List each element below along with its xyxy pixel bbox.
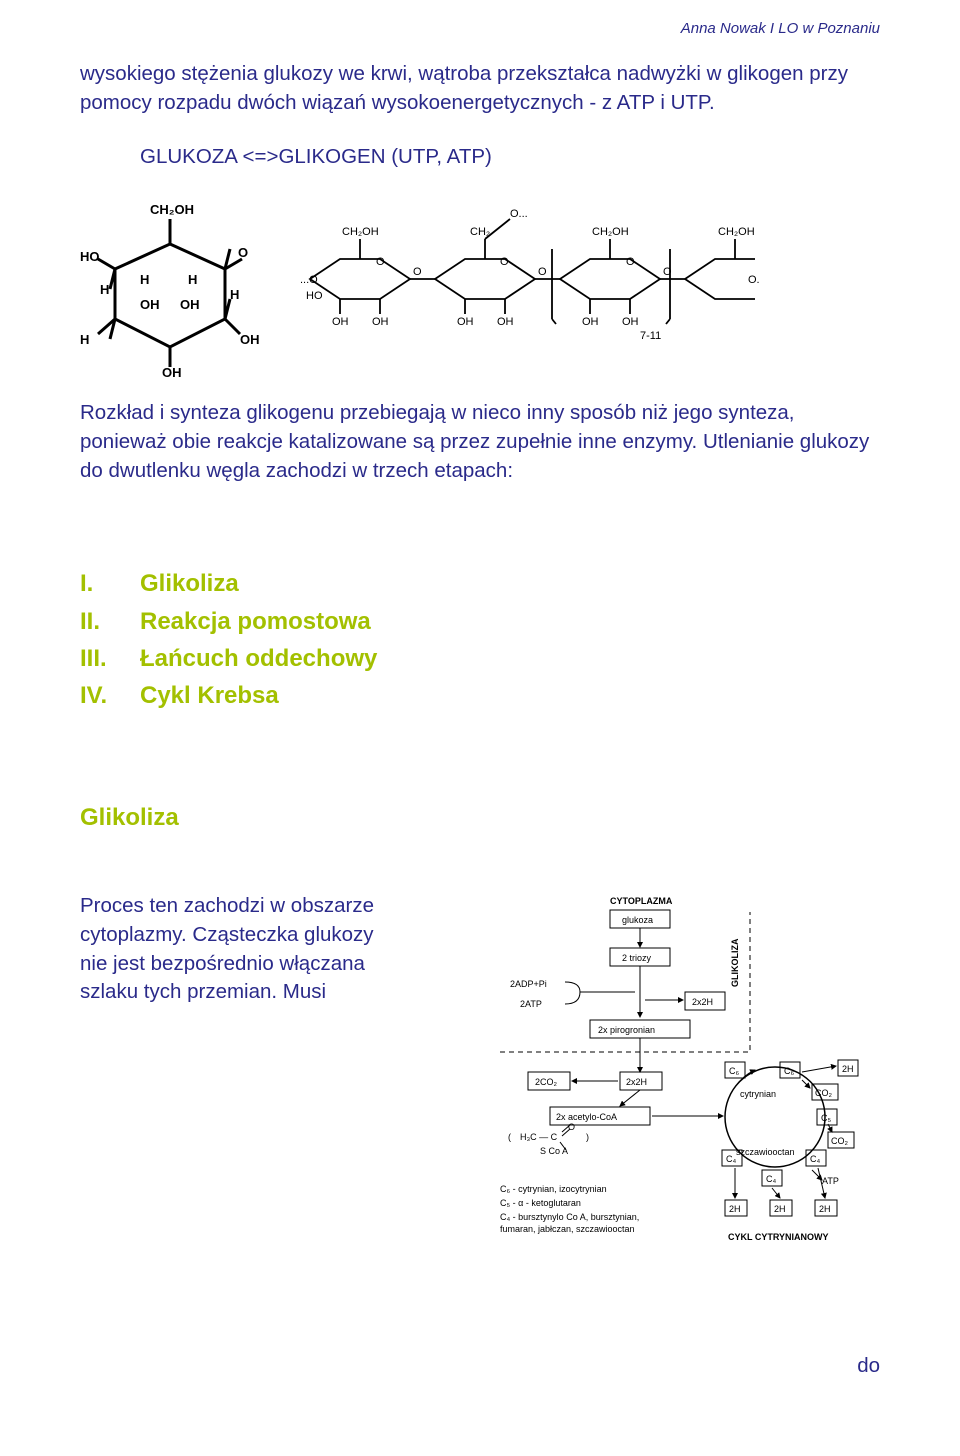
label-h: H: [140, 272, 149, 287]
svg-text:): ): [586, 1132, 589, 1142]
svg-text:2ATP: 2ATP: [520, 999, 542, 1009]
metabolism-diagram: CYTOPLAZMA glukoza 2 triozy 2ADP+Pi 2ATP…: [480, 892, 880, 1257]
svg-text:2H: 2H: [819, 1204, 831, 1214]
svg-text:OH: OH: [497, 316, 514, 328]
svg-text:CH₂OH: CH₂OH: [592, 226, 629, 238]
p3-line: szlaku tych przemian. Musi: [80, 980, 326, 1003]
label-h: H: [80, 332, 89, 347]
trailing-word-do: do: [857, 1354, 880, 1378]
svg-text:CH₂OH: CH₂OH: [718, 226, 755, 238]
bottom-row: Proces ten zachodzi w obszarze cytoplazm…: [80, 892, 880, 1257]
svg-text:fumaran, jabłczan, szczawiooct: fumaran, jabłczan, szczawiooctan: [500, 1224, 635, 1234]
stage-number: IV.: [80, 677, 120, 714]
label-oh: OH: [180, 297, 200, 312]
svg-text:OH: OH: [332, 316, 349, 328]
svg-text:C₄ - bursztynylo Co A, burszty: C₄ - bursztynylo Co A, bursztynian,: [500, 1212, 639, 1222]
stage-number: II.: [80, 603, 120, 640]
svg-text:CYTOPLAZMA: CYTOPLAZMA: [610, 896, 673, 906]
label-h: H: [230, 287, 239, 302]
svg-text:2H: 2H: [729, 1204, 741, 1214]
svg-text:2ADP+Pi: 2ADP+Pi: [510, 979, 547, 989]
reaction-equation: GLUKOZA <=>GLIKOGEN (UTP, ATP): [140, 145, 880, 169]
svg-text:O: O: [376, 256, 385, 268]
svg-text:O...: O...: [510, 208, 528, 220]
svg-text:C₆ - cytrynian, izocytrynian: C₆ - cytrynian, izocytrynian: [500, 1184, 607, 1194]
stage-item: II. Reakcja pomostowa: [80, 603, 880, 640]
svg-text:2x2H: 2x2H: [626, 1077, 647, 1087]
svg-text:C₅: C₅: [821, 1113, 831, 1123]
svg-text:...O: ...O: [300, 274, 318, 286]
svg-text:C₄: C₄: [766, 1174, 776, 1184]
svg-text:OH: OH: [622, 316, 639, 328]
svg-text:O: O: [500, 256, 509, 268]
svg-text:C₆: C₆: [784, 1066, 794, 1076]
svg-text:2 triozy: 2 triozy: [622, 953, 652, 963]
svg-text:(: (: [508, 1132, 511, 1142]
svg-text:7-11: 7-11: [640, 330, 661, 342]
stage-label: Reakcja pomostowa: [140, 603, 371, 640]
svg-text:O: O: [568, 1122, 575, 1132]
stage-item: IV. Cykl Krebsa: [80, 677, 880, 714]
stage-number: III.: [80, 640, 120, 677]
svg-text:HO: HO: [306, 290, 323, 302]
p3-line: Proces ten zachodzi w obszarze: [80, 894, 374, 917]
label-o: O: [238, 245, 248, 260]
svg-text:CO₂: CO₂: [831, 1136, 849, 1146]
svg-text:CH₂: CH₂: [470, 226, 490, 238]
label-ho: HO: [80, 249, 100, 264]
svg-text:C₅ - α - ketoglutaran: C₅ - α - ketoglutaran: [500, 1198, 581, 1208]
svg-text:ATP: ATP: [822, 1176, 839, 1186]
svg-text:GLIKOLIZA: GLIKOLIZA: [730, 938, 740, 987]
chemical-structures-row: CH₂OH HO O H H OH H OH OH OH H H: [80, 199, 880, 379]
stage-item: III. Łańcuch oddechowy: [80, 640, 880, 677]
stage-item: I. Glikoliza: [80, 565, 880, 602]
svg-text:O: O: [663, 266, 672, 278]
svg-text:2H: 2H: [842, 1064, 854, 1074]
stage-label: Cykl Krebsa: [140, 677, 279, 714]
svg-text:OH: OH: [582, 316, 599, 328]
stages-list: I. Glikoliza II. Reakcja pomostowa III. …: [80, 565, 880, 714]
stage-label: Łańcuch oddechowy: [140, 640, 377, 677]
glycogen-structure-icon: CH₂OH CH₂ CH₂OH CH₂OH ...O O O O O O O O…: [300, 199, 760, 379]
label-ch2oh: CH₂OH: [150, 202, 194, 217]
paragraph-3: Proces ten zachodzi w obszarze cytoplazm…: [80, 892, 460, 1257]
section-title-glikoliza: Glikoliza: [80, 804, 880, 832]
svg-text:2x pirogronian: 2x pirogronian: [598, 1025, 655, 1035]
svg-text:szczawiooctan: szczawiooctan: [736, 1147, 795, 1157]
svg-text:CYKL CYTRYNIANOWY: CYKL CYTRYNIANOWY: [728, 1232, 829, 1242]
svg-text:O: O: [626, 256, 635, 268]
svg-text:2H: 2H: [774, 1204, 786, 1214]
svg-text:O: O: [413, 266, 422, 278]
p3-line: cytoplazmy. Cząsteczka glukozy: [80, 923, 374, 946]
stage-label: Glikoliza: [140, 565, 239, 602]
svg-text:2CO₂: 2CO₂: [535, 1077, 558, 1087]
label-h: H: [188, 272, 197, 287]
p3-line: nie jest bezpośrednio włączana: [80, 952, 365, 975]
svg-text:OH: OH: [457, 316, 474, 328]
paragraph-2: Rozkład i synteza glikogenu przebiegają …: [80, 399, 880, 485]
page-header-author: Anna Nowak I LO w Poznaniu: [681, 20, 880, 37]
paragraph-1: wysokiego stężenia glukozy we krwi, wątr…: [80, 60, 880, 117]
svg-text:H₃C — C: H₃C — C: [520, 1132, 558, 1142]
svg-text:2x2H: 2x2H: [692, 997, 713, 1007]
stage-number: I.: [80, 565, 120, 602]
glucose-structure-icon: CH₂OH HO O H H OH H OH OH OH H H: [80, 199, 260, 379]
svg-text:OH: OH: [372, 316, 389, 328]
svg-text:glukoza: glukoza: [622, 915, 653, 925]
label-oh: OH: [162, 365, 182, 379]
label-oh: OH: [140, 297, 160, 312]
svg-text:cytrynian: cytrynian: [740, 1089, 776, 1099]
svg-text:C₄: C₄: [810, 1154, 820, 1164]
svg-text:O: O: [538, 266, 547, 278]
svg-text:O...: O...: [748, 274, 760, 286]
svg-text:CH₂OH: CH₂OH: [342, 226, 379, 238]
label-h: H: [100, 282, 109, 297]
svg-text:C₄: C₄: [726, 1154, 736, 1164]
svg-text:CO₂: CO₂: [815, 1088, 833, 1098]
svg-text:2x acetylo-CoA: 2x acetylo-CoA: [556, 1112, 617, 1122]
svg-text:C₆: C₆: [729, 1066, 739, 1076]
label-oh: OH: [240, 332, 260, 347]
